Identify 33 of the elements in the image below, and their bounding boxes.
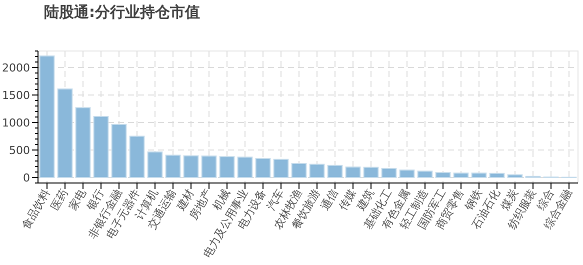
bar <box>39 55 55 178</box>
bar <box>417 170 433 178</box>
y-tick-label: 500 <box>9 144 30 157</box>
bar <box>201 156 217 178</box>
bar <box>237 156 253 178</box>
bar <box>255 158 271 178</box>
y-tick-label: 1500 <box>2 89 30 102</box>
bar <box>147 151 163 178</box>
y-tick-label: 1000 <box>2 116 30 130</box>
bar <box>57 88 73 178</box>
bar <box>489 172 505 178</box>
chart-title: 陆股通:分行业持仓市值 <box>44 3 200 21</box>
bar <box>273 158 289 178</box>
bar <box>93 116 109 178</box>
bar <box>129 136 145 178</box>
bar <box>435 172 451 178</box>
bar <box>507 174 523 178</box>
bar <box>75 107 91 178</box>
bar <box>165 154 181 178</box>
y-tick-label: 2000 <box>2 62 30 74</box>
bar <box>471 172 487 178</box>
bar <box>345 166 361 178</box>
bar <box>399 170 415 178</box>
bar <box>381 168 397 178</box>
bar <box>111 124 127 178</box>
bar <box>183 155 199 178</box>
bar <box>327 164 343 178</box>
bar <box>291 162 307 178</box>
y-tick-label: 0 <box>23 172 30 184</box>
bar <box>453 172 469 178</box>
bar <box>309 164 325 178</box>
bar <box>363 166 379 178</box>
bar <box>219 156 235 178</box>
